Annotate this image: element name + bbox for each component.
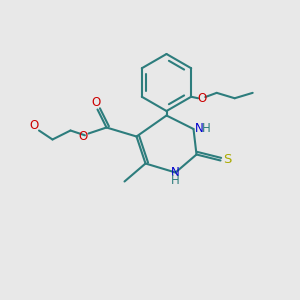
- Text: O: O: [79, 130, 88, 143]
- Text: H: H: [202, 122, 211, 135]
- Text: O: O: [29, 119, 38, 133]
- Text: O: O: [197, 92, 206, 105]
- Text: H: H: [171, 174, 180, 188]
- Text: S: S: [223, 153, 231, 166]
- Text: O: O: [92, 95, 100, 109]
- Text: N: N: [171, 166, 180, 179]
- Text: N: N: [194, 122, 203, 135]
